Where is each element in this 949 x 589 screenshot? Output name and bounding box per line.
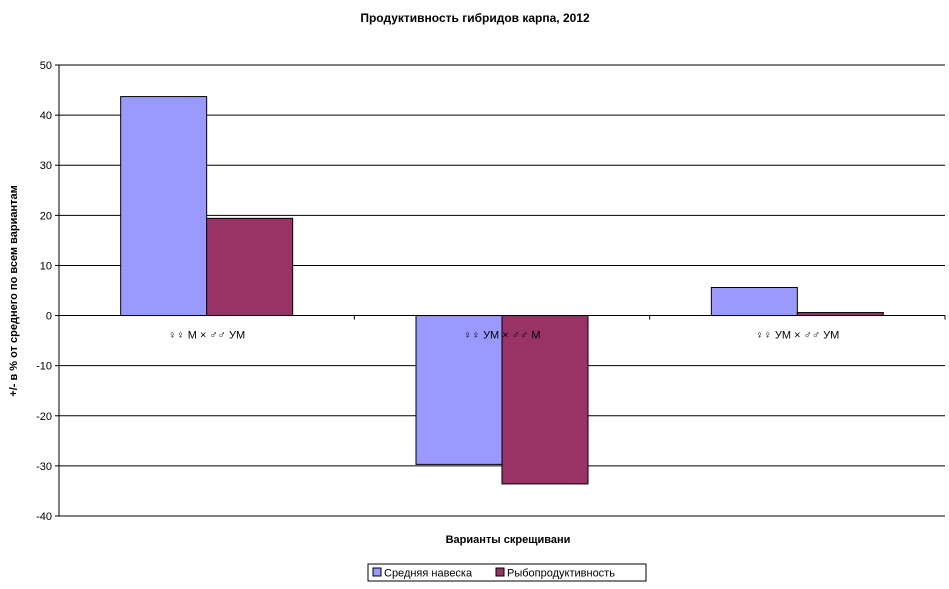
legend-label: Средняя навеска: [384, 568, 473, 580]
x-axis-title: Варианты скрещивани: [446, 534, 571, 546]
y-axis-title: +/- в % от среднего по всем вариантам: [8, 185, 20, 396]
bar: [710, 286, 798, 317]
category-label: ♀♀ М × ♂♂ УМ: [168, 330, 245, 342]
legend-swatch: [495, 567, 505, 577]
y-tick-label: -20: [36, 411, 52, 423]
category-label: ♀♀ УМ × ♂♂ М: [464, 330, 541, 342]
y-tick-label: 20: [40, 210, 52, 222]
chart-legend: Средняя навеска Рыбопродуктивность: [367, 563, 647, 582]
bar: [501, 315, 589, 485]
y-tick-label: 0: [46, 311, 52, 323]
legend-swatch: [372, 567, 382, 577]
y-tick-label: -10: [36, 361, 52, 373]
legend-box: [367, 563, 647, 582]
category-label: ♀♀ УМ × ♂♂ УМ: [755, 330, 839, 342]
y-tick-label: -40: [36, 511, 52, 523]
y-tick-label: 30: [40, 160, 52, 172]
legend-label: Рыбопродуктивность: [507, 568, 615, 580]
y-tick-label: 50: [40, 60, 52, 72]
bar: [120, 96, 208, 317]
bar: [206, 217, 294, 317]
y-tick-label: -30: [36, 461, 52, 473]
y-tick-label: 10: [40, 260, 52, 272]
chart-title: Продуктивность гибридов карпа, 2012: [360, 11, 590, 25]
y-tick-label: 40: [40, 110, 52, 122]
